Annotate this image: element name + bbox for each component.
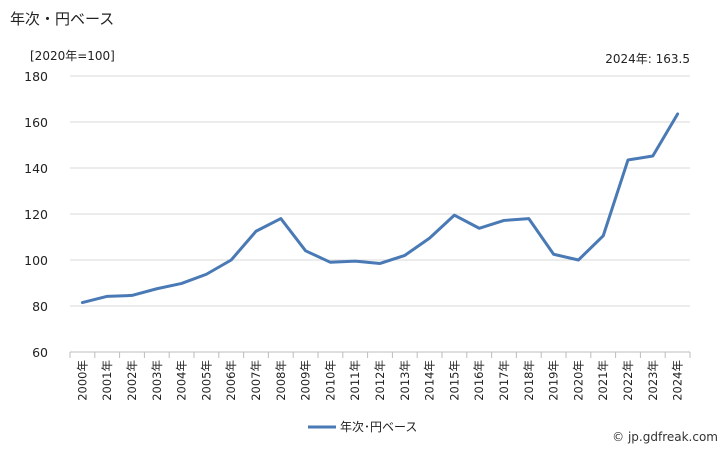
x-tick-label: 2003年 <box>150 360 164 401</box>
x-tick-label: 2016年 <box>472 360 486 401</box>
x-tick-label: 2002年 <box>125 360 139 401</box>
source-credit: © jp.gdfreak.com <box>612 430 718 444</box>
x-tick-label: 2012年 <box>373 360 387 401</box>
y-tick-label: 80 <box>32 299 48 314</box>
x-tick-label: 2001年 <box>100 360 114 401</box>
x-tick-label: 2014年 <box>423 360 437 401</box>
x-tick-label: 2004年 <box>175 360 189 401</box>
x-tick-label: 2013年 <box>398 360 412 401</box>
x-tick-label: 2021年 <box>596 360 610 401</box>
legend: 年次･円ベース <box>308 420 417 434</box>
unit-label: [2020年=100] <box>30 49 115 63</box>
x-tick-label: 2023年 <box>646 360 660 401</box>
x-tick-label: 2007年 <box>249 360 263 401</box>
x-tick-label: 2009年 <box>299 360 313 401</box>
x-tick-label: 2019年 <box>547 360 561 401</box>
x-tick-label: 2024年 <box>671 360 685 401</box>
x-axis: 2000年 2001年 2002年 2003年 2004年 2005年 2006年 2007年… <box>69 351 691 401</box>
x-tick-label: 2015年 <box>447 360 461 401</box>
y-tick-label: 140 <box>24 161 48 176</box>
legend-label: 年次･円ベース <box>340 420 417 434</box>
x-tick-label: 2022年 <box>621 360 635 401</box>
x-tick-label: 2005年 <box>199 360 213 401</box>
grid-lines <box>70 75 690 353</box>
chart-title: 年次・円ベース <box>10 10 115 28</box>
y-tick-label: 100 <box>24 253 48 268</box>
x-tick-label: 2017年 <box>497 360 511 401</box>
x-tick-label: 2008年 <box>274 360 288 401</box>
x-tick-label: 2006年 <box>224 360 238 401</box>
x-tick-label: 2000年 <box>75 360 89 401</box>
y-tick-label: 120 <box>24 207 48 222</box>
y-tick-label: 160 <box>24 115 48 130</box>
y-tick-label: 60 <box>32 345 48 360</box>
x-tick-label: 2011年 <box>348 360 362 401</box>
y-tick-label: 180 <box>24 69 48 84</box>
series-line <box>80 112 680 305</box>
plot-area <box>80 112 680 305</box>
x-tick-label: 2010年 <box>323 360 337 401</box>
x-tick-label: 2020年 <box>571 360 585 401</box>
y-axis: 60 80 100 120 140 160 180 <box>24 69 48 360</box>
latest-value-label: 2024年: 163.5 <box>605 52 690 66</box>
x-tick-label: 2018年 <box>522 360 536 401</box>
